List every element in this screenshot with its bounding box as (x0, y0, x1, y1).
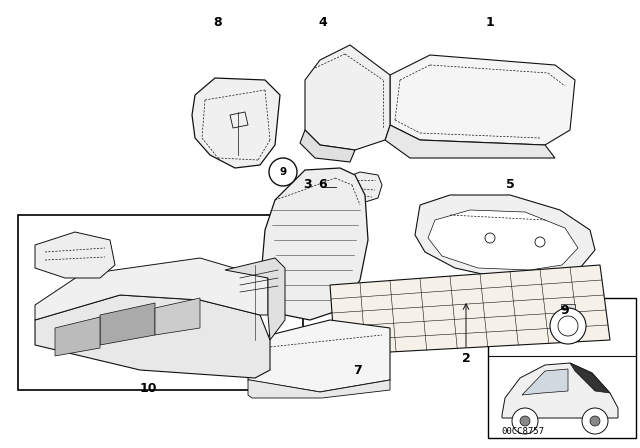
Text: 2: 2 (461, 352, 470, 365)
Polygon shape (248, 380, 390, 398)
Circle shape (512, 408, 538, 434)
Bar (18, 215, 303, 390)
Polygon shape (300, 130, 355, 162)
Polygon shape (385, 125, 555, 158)
Polygon shape (330, 265, 610, 355)
Polygon shape (225, 258, 285, 340)
Text: 7: 7 (354, 363, 362, 376)
Text: 3: 3 (304, 178, 312, 191)
Polygon shape (55, 317, 100, 356)
Polygon shape (522, 369, 568, 395)
Text: 8: 8 (214, 16, 222, 29)
Circle shape (550, 308, 586, 344)
Polygon shape (155, 298, 200, 335)
Polygon shape (192, 78, 280, 168)
Polygon shape (35, 295, 270, 378)
Text: 9: 9 (280, 167, 287, 177)
Polygon shape (502, 363, 618, 418)
Text: 5: 5 (506, 178, 515, 191)
Circle shape (520, 416, 530, 426)
Circle shape (582, 408, 608, 434)
Polygon shape (100, 303, 155, 345)
Polygon shape (415, 195, 595, 278)
Bar (488, 298, 636, 438)
Text: 9: 9 (561, 303, 570, 316)
Circle shape (590, 416, 600, 426)
Polygon shape (390, 55, 575, 145)
Circle shape (269, 158, 297, 186)
Text: 1: 1 (486, 16, 494, 29)
Polygon shape (248, 320, 390, 392)
Polygon shape (570, 363, 610, 393)
Text: 4: 4 (319, 16, 328, 29)
Polygon shape (428, 210, 578, 270)
Polygon shape (35, 232, 115, 278)
Text: 00CC8757: 00CC8757 (502, 427, 545, 436)
Polygon shape (262, 168, 368, 320)
Polygon shape (305, 45, 390, 150)
Text: 6: 6 (319, 178, 327, 191)
Text: 10: 10 (140, 382, 157, 395)
Polygon shape (35, 258, 268, 320)
Polygon shape (561, 304, 575, 312)
Polygon shape (340, 172, 382, 203)
